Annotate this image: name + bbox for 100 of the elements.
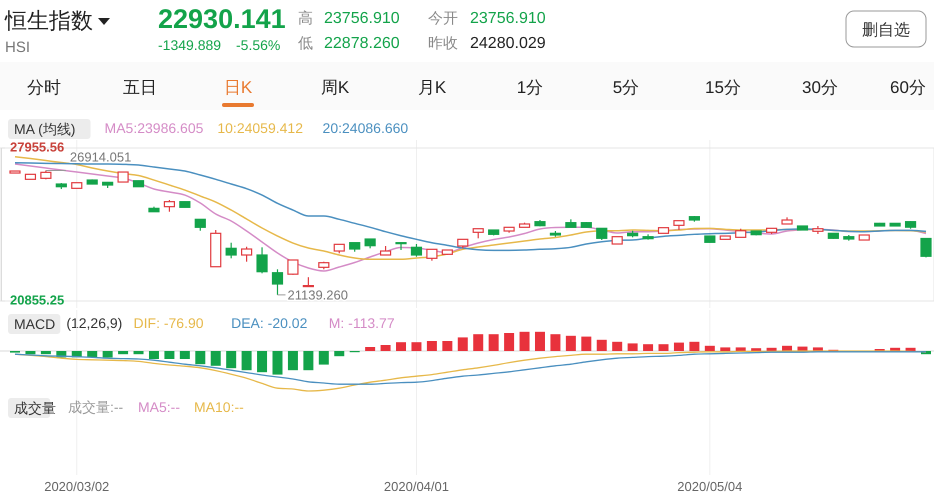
candlestick	[410, 243, 422, 258]
candlestick	[426, 248, 438, 262]
bar	[658, 344, 669, 351]
text: 高	[298, 10, 313, 27]
line-series	[14, 163, 927, 272]
bar	[488, 334, 499, 351]
bar	[643, 344, 654, 351]
text: 成交量:--	[68, 399, 124, 415]
candlestick	[287, 259, 299, 276]
text: 成交量	[14, 400, 56, 416]
text: MA10:--	[194, 399, 244, 415]
bar	[40, 351, 51, 354]
bar	[164, 351, 174, 359]
bar	[210, 351, 221, 366]
bar	[426, 341, 437, 351]
annotation: 21139.260	[287, 287, 348, 302]
candlestick	[472, 228, 484, 239]
text: 删自选	[862, 21, 910, 39]
text: 五日	[123, 78, 157, 97]
bar	[550, 334, 560, 351]
bar	[380, 345, 391, 351]
candlestick	[226, 242, 237, 259]
bar	[520, 332, 530, 351]
text: MA5:23986.605	[104, 120, 204, 136]
candlestick	[256, 246, 268, 274]
bar	[689, 342, 700, 351]
text: DEA: -20.02	[231, 315, 308, 331]
bar	[148, 351, 159, 359]
text: 日K	[224, 78, 253, 97]
bar	[195, 351, 206, 364]
bar	[242, 351, 252, 370]
bar	[612, 342, 622, 351]
bar	[288, 351, 298, 370]
bar	[704, 346, 715, 351]
bar	[25, 351, 36, 354]
bar	[736, 347, 746, 351]
text: 5分	[612, 78, 640, 97]
text: 20:24086.660	[322, 120, 408, 136]
bar	[628, 343, 638, 351]
bar	[365, 347, 376, 351]
text: 23756.910	[470, 10, 546, 27]
bar	[180, 351, 190, 359]
chart-title: MACD	[14, 316, 56, 332]
bar	[272, 351, 282, 375]
bar	[581, 336, 592, 351]
candlestick	[596, 228, 608, 241]
bar	[118, 351, 128, 354]
candlestick	[364, 238, 376, 249]
bar	[751, 348, 762, 351]
bar	[442, 341, 452, 351]
text: -5.56%	[236, 37, 280, 53]
candlestick	[349, 242, 360, 252]
legend-title: MA (均线)	[14, 121, 76, 137]
text: 10:24059.412	[217, 120, 304, 136]
bar	[411, 342, 422, 351]
bar	[473, 334, 484, 351]
bar	[458, 337, 468, 351]
text: 分时	[27, 78, 61, 97]
bar	[303, 351, 314, 370]
y-tick-label: 27955.56	[10, 139, 64, 154]
bar	[318, 351, 329, 365]
text: 23756.910	[324, 10, 400, 27]
text: 15分	[705, 78, 741, 97]
text: 今开	[428, 10, 458, 27]
bar	[102, 351, 113, 358]
text: DIF: -76.90	[134, 315, 204, 331]
text: 昨收	[428, 35, 458, 52]
text: 24280.029	[470, 35, 546, 52]
bar	[504, 333, 514, 351]
bar	[534, 332, 545, 351]
bar	[596, 340, 607, 351]
y-tick-label: 20855.25	[10, 292, 64, 308]
text: 22930.141	[158, 4, 286, 34]
bar	[674, 342, 684, 351]
text: MA5:--	[138, 399, 180, 415]
bar	[226, 351, 236, 368]
x-tick-label: 2020/03/02	[44, 479, 110, 494]
bar	[134, 351, 144, 354]
candlestick	[673, 220, 685, 231]
bar	[334, 351, 344, 356]
bar	[257, 351, 268, 372]
annotation: 26914.051	[70, 149, 132, 164]
text: 低	[298, 35, 313, 52]
text: HSI	[5, 39, 30, 56]
text: 22878.260	[324, 35, 400, 52]
text: 月K	[418, 78, 447, 97]
candlestick	[194, 218, 206, 232]
candlestick	[164, 199, 176, 212]
series-label: M: -113.77	[328, 315, 395, 331]
text: 周K	[320, 78, 350, 97]
candlestick	[920, 238, 932, 258]
text: 60分	[890, 78, 926, 97]
candlestick	[117, 171, 129, 183]
candlestick	[241, 246, 252, 262]
text: 1分	[516, 78, 544, 97]
bar	[566, 336, 576, 351]
bar	[720, 347, 730, 351]
text: -1349.889	[158, 37, 222, 53]
text: 30分	[802, 78, 838, 97]
text: 恒生指数	[4, 8, 93, 33]
